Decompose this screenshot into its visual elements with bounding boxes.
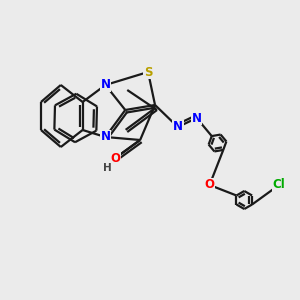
Text: N: N [100, 79, 110, 92]
Text: N: N [173, 121, 183, 134]
Text: O: O [205, 178, 214, 191]
Text: S: S [144, 65, 152, 79]
Text: H: H [103, 163, 112, 173]
Text: Cl: Cl [273, 178, 285, 191]
Text: N: N [100, 130, 110, 143]
Text: O: O [110, 152, 120, 164]
Text: N: N [192, 112, 202, 124]
